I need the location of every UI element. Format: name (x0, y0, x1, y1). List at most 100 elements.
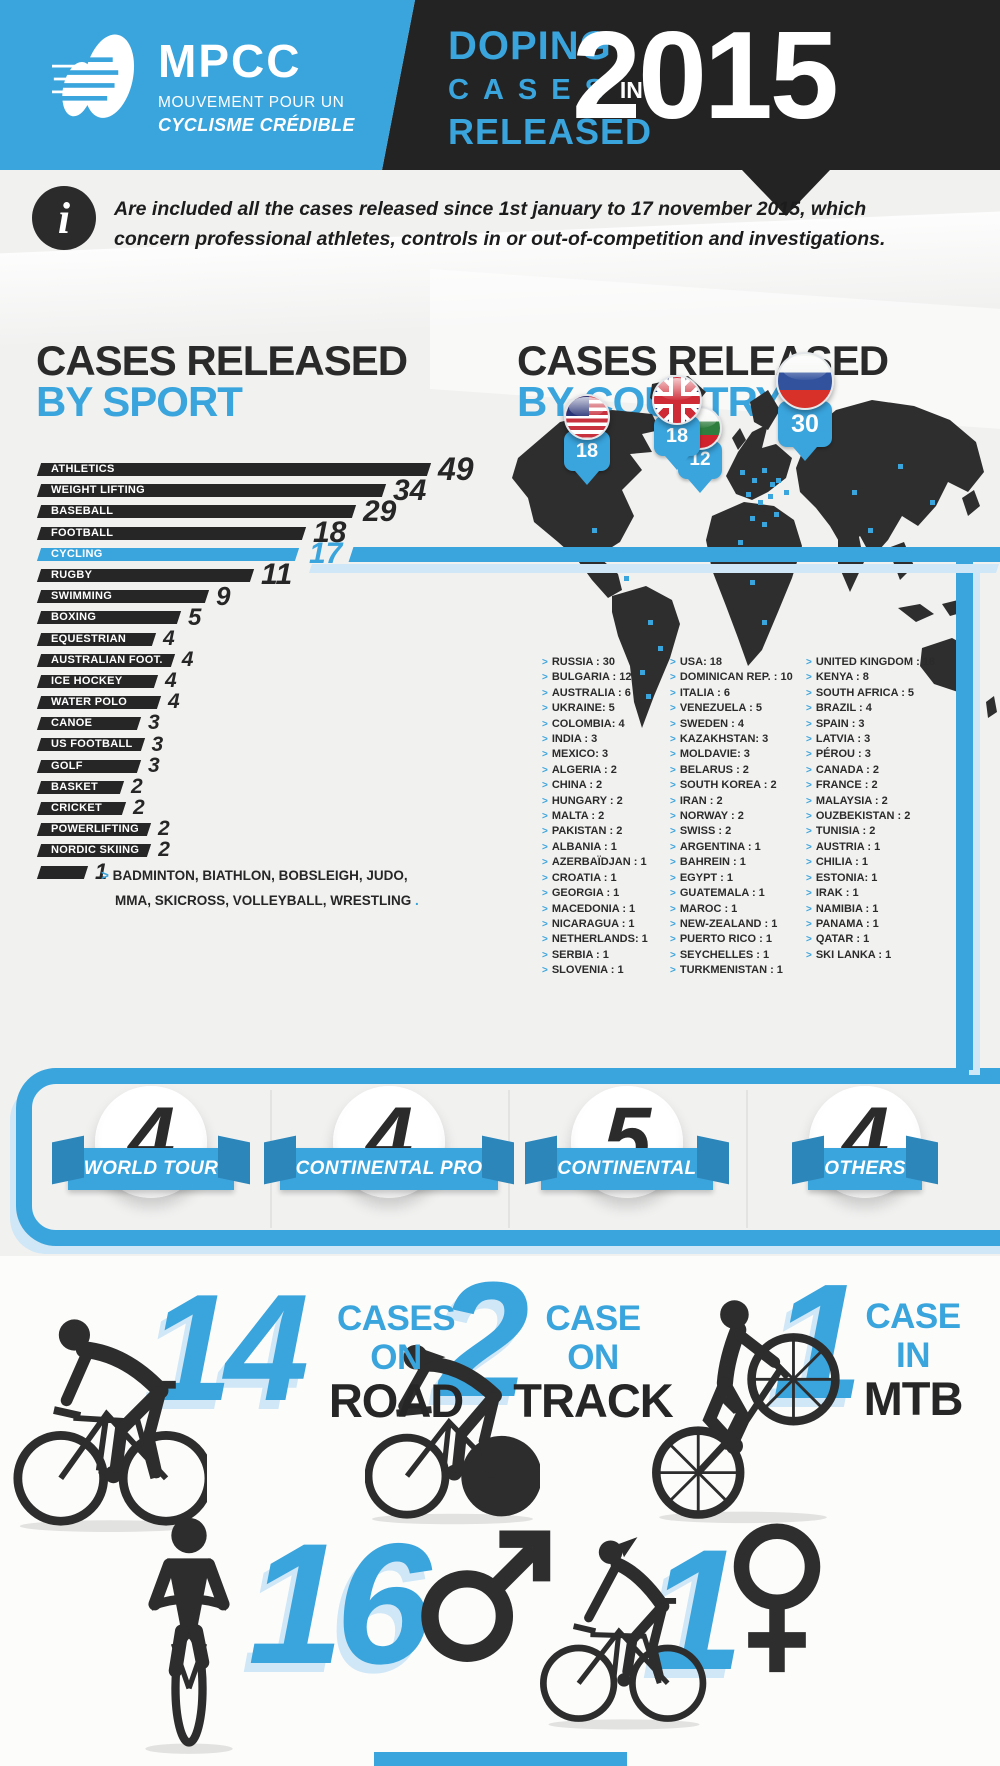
chevron-icon: > (670, 872, 676, 884)
sport-bar-label: US FOOTBALL (51, 738, 133, 751)
country-label: CROATIA : 1 (551, 871, 617, 884)
country-label: UKRAINE: 5 (551, 702, 615, 715)
chevron-icon: > (670, 687, 676, 699)
chevron-icon: > (542, 918, 548, 930)
country-label: MALTA : 2 (551, 810, 605, 823)
sport-bar-value: 3 (148, 753, 160, 777)
country-label: MEXICO: 3 (551, 748, 609, 761)
sport-bar-label: WEIGHT LIFTING (51, 484, 146, 497)
country-item: > NEW-ZEALAND : 1 (670, 917, 806, 932)
country-label: IRAK : 1 (815, 887, 859, 900)
country-item: > SLOVENIA : 1 (542, 963, 670, 978)
chevron-icon: > (542, 734, 548, 746)
bar-row: RUGBY 11 (36, 560, 1000, 590)
note-dot: . (411, 893, 419, 909)
sport-bar-label: WATER POLO (51, 696, 128, 709)
country-label: SOUTH AFRICA : 5 (815, 686, 915, 699)
sport-bar: FOOTBALL (36, 526, 307, 540)
bar-row: POWERLIFTING 2 (36, 818, 1000, 839)
country-item: > COLOMBIA: 4 (542, 717, 670, 732)
info-line-2: concern professional athletes, controls … (114, 228, 886, 251)
country-item: > SPAIN : 3 (806, 717, 935, 732)
chevron-icon: > (670, 841, 676, 853)
front-cyclist-icon (145, 1517, 233, 1754)
country-item: > PAKISTAN : 2 (542, 824, 670, 839)
country-item: > GUATEMALA : 1 (670, 886, 806, 901)
chevron-icon: > (806, 764, 812, 776)
chevron-icon: > (670, 934, 676, 946)
sport-bar: RUGBY (36, 568, 255, 582)
country-item: > TURKMENISTAN : 1 (670, 963, 806, 978)
country-item: > SEYCHELLES : 1 (670, 948, 806, 963)
sport-bar-label: RUGBY (51, 568, 93, 581)
usa-flag-icon (564, 394, 610, 440)
note-text: MMA, SKICROSS, VOLLEYBALL, WRESTLING (115, 893, 412, 909)
info-note: i Are included all the cases released si… (32, 186, 885, 254)
country-label: CHINA : 2 (551, 779, 603, 792)
sport-bar-label: BASKET (51, 780, 99, 793)
bar-row: FOOTBALL 18 (36, 518, 1000, 548)
sport-bar-label: CYCLING (51, 547, 103, 560)
female-symbol-icon (733, 1523, 821, 1673)
sport-bar-value: 9 (216, 581, 231, 612)
sport-bar: US FOOTBALL (36, 738, 145, 752)
country-item: > PÉROU : 3 (806, 747, 935, 762)
sport-bar-value: 4 (165, 668, 177, 692)
sport-bar: ICE HOCKEY (36, 674, 159, 688)
country-label: ESTONIA: 1 (815, 871, 878, 884)
chevron-icon: > (806, 918, 812, 930)
country-label: SLOVENIA : 1 (551, 964, 624, 977)
chevron-icon: > (670, 965, 676, 977)
country-label: PÉROU : 3 (815, 748, 871, 761)
header-dark-panel (382, 0, 1000, 170)
by-sport-title-line2: BY SPORT (36, 377, 243, 425)
country-label: MOLDAVIE: 3 (679, 748, 750, 761)
country-item: > CHINA : 2 (542, 778, 670, 793)
header-title: DOPING CASES IN RELEASED (448, 26, 652, 150)
team-category: 4 CONTINENTAL PRO (270, 1086, 508, 1198)
chevron-icon: > (670, 811, 676, 823)
country-item: > AUSTRIA : 1 (806, 840, 935, 855)
sport-bar: CRICKET (36, 802, 127, 815)
sport-bar-label: EQUESTRIAN (51, 632, 127, 645)
country-label: ALBANIA : 1 (551, 840, 617, 853)
country-label: AUSTRALIA : 6 (551, 686, 631, 699)
country-list: > RUSSIA : 30 > BULGARIA : 12 > AUSTRALIA : 6… (542, 655, 935, 979)
country-item: > SOUTH KOREA : 2 (670, 778, 806, 793)
header: MPCC MOUVEMENT POUR UN CYCLISME CRÉDIBLE… (0, 0, 1000, 216)
chevron-icon: > (670, 672, 676, 684)
discipline-word-2: ON (370, 1337, 422, 1377)
chevron-icon: > (542, 857, 548, 869)
country-item: > VENEZUELA : 5 (670, 701, 806, 716)
country-item: > FRANCE : 2 (806, 778, 935, 793)
sport-bar-value: 34 (393, 473, 427, 507)
road-cyclist-2-icon (540, 1537, 707, 1730)
sport-bar-value: 17 (309, 537, 343, 571)
country-item: > IRAN : 2 (670, 794, 806, 809)
country-item: > SOUTH AFRICA : 5 (806, 686, 935, 701)
cycling-highlight-band (348, 546, 1000, 562)
country-item: > UKRAINE: 5 (542, 701, 670, 716)
sport-bar-value: 49 (438, 450, 474, 487)
chevron-icon: > (542, 811, 548, 823)
country-item: > NORWAY : 2 (670, 809, 806, 824)
bar-row: 1 > BADMINTON, BIATHLON, BOBSLEIGH, JUDO,… (36, 861, 1000, 908)
map-pin-usa: 18 (564, 394, 610, 471)
country-item: > KENYA : 8 (806, 670, 935, 685)
country-label: ALGERIA : 2 (551, 763, 617, 776)
chevron-icon: > (542, 903, 548, 915)
chevron-icon: > (542, 749, 548, 761)
sport-bar-value: 2 (133, 796, 145, 820)
bar-row: NORDIC SKIING 2 (36, 840, 1000, 860)
chevron-icon: > (670, 764, 676, 776)
sport-bar-label: CANOE (51, 717, 93, 730)
country-label: SKI LANKA : 1 (815, 948, 892, 961)
chevron-icon: > (670, 888, 676, 900)
chevron-icon: > (806, 934, 812, 946)
chevron-icon: > (806, 903, 812, 915)
team-category: 5 CONTINENTAL (508, 1086, 746, 1198)
country-label: NEW-ZEALAND : 1 (679, 917, 778, 930)
chevron-icon: > (806, 657, 812, 668)
discipline-word-3: ROAD (328, 1374, 464, 1427)
info-line-1: Are included all the cases released sinc… (114, 198, 867, 220)
